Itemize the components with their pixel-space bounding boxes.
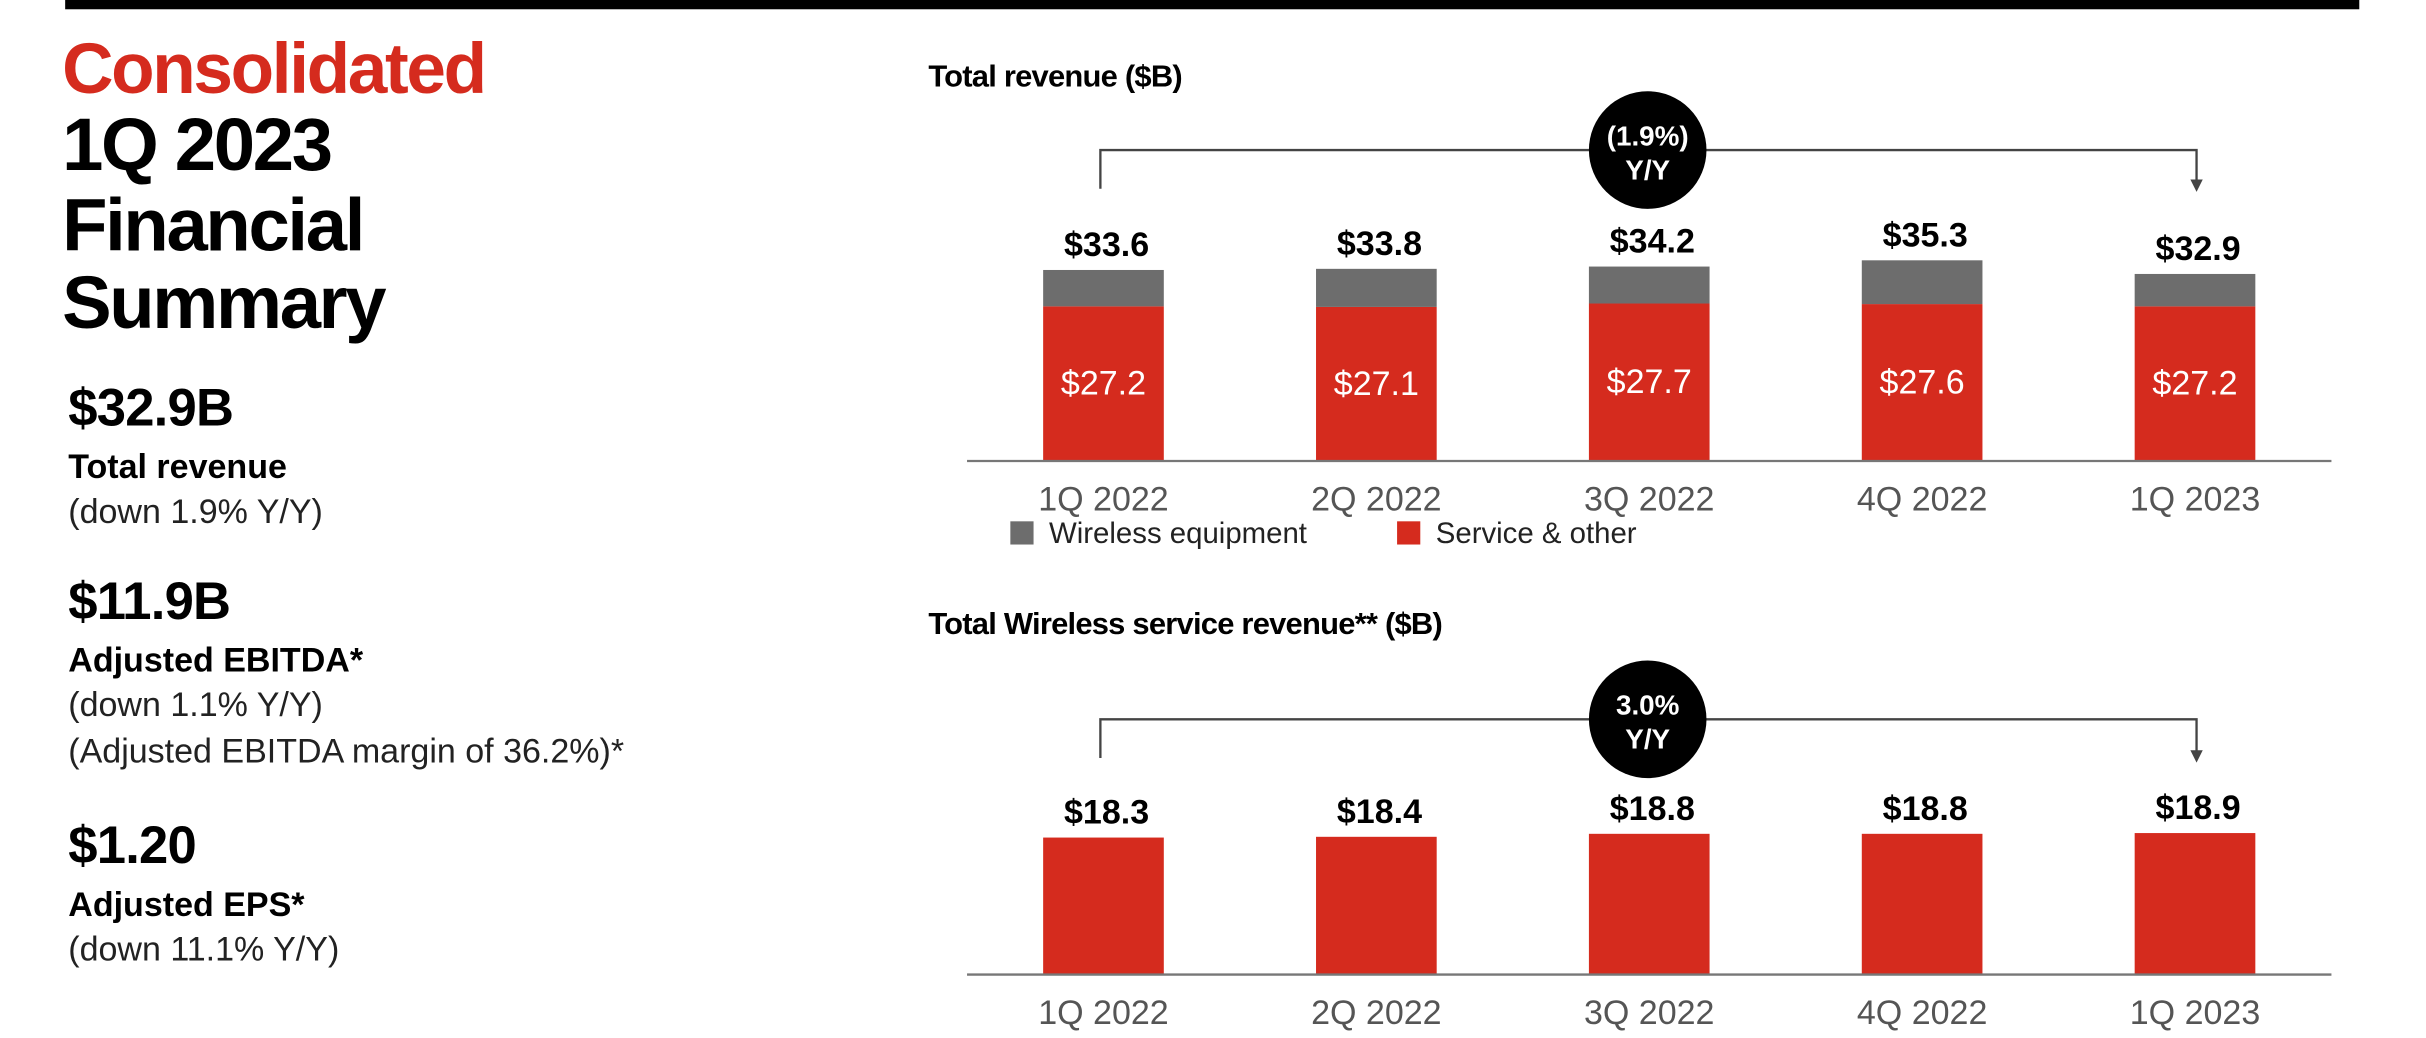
total-label: $33.8 bbox=[1337, 225, 1422, 263]
segment-label: $27.1 bbox=[1334, 365, 1419, 403]
bar bbox=[1588, 833, 1710, 975]
segment-label: $27.7 bbox=[1607, 363, 1692, 401]
bar-segment bbox=[2134, 273, 2256, 307]
bar-segment bbox=[1316, 268, 1437, 307]
x-tick-label: 3Q 2022 bbox=[1584, 994, 1715, 1032]
x-tick-label: 3Q 2022 bbox=[1584, 480, 1715, 518]
annotation-badge bbox=[1588, 91, 1707, 209]
annotation-text: Y/Y bbox=[1625, 724, 1670, 755]
x-tick-label: 1Q 2022 bbox=[1038, 480, 1168, 518]
top-rule bbox=[65, 0, 2360, 10]
bar-segment bbox=[1316, 306, 1437, 461]
summary-title: Summary bbox=[62, 261, 386, 344]
bar bbox=[1861, 833, 1983, 975]
metric-value: $32.9B bbox=[68, 378, 233, 437]
chart-title: Total revenue ($B) bbox=[928, 59, 1182, 94]
bracket-arrow bbox=[2190, 750, 2203, 763]
legend-swatch bbox=[1397, 521, 1421, 545]
x-tick-label: 1Q 2023 bbox=[2130, 994, 2261, 1032]
summary-title: 1Q 2023 bbox=[62, 103, 331, 186]
value-label: $18.3 bbox=[1064, 794, 1149, 832]
x-tick-label: 1Q 2023 bbox=[2130, 480, 2261, 518]
bar-segment bbox=[1861, 260, 1983, 305]
annotation-badge bbox=[1588, 660, 1707, 779]
metric-label: Adjusted EBITDA* bbox=[68, 641, 364, 679]
summary-title: Financial bbox=[62, 184, 363, 267]
value-label: $18.8 bbox=[1610, 790, 1695, 828]
bracket-arrow bbox=[2190, 179, 2203, 192]
annotation-text: 3.0% bbox=[1616, 690, 1680, 721]
chart-title: Total Wireless service revenue** ($B) bbox=[928, 606, 1442, 641]
metric-value: $11.9B bbox=[68, 572, 230, 631]
segment-label: $27.2 bbox=[1061, 365, 1146, 403]
metric-note: (down 11.1% Y/Y) bbox=[68, 931, 339, 969]
bar bbox=[1043, 837, 1164, 975]
metric-value: $1.20 bbox=[68, 816, 196, 875]
bar bbox=[2134, 833, 2256, 975]
metric-label: Total revenue bbox=[68, 448, 287, 486]
metric-label: Adjusted EPS* bbox=[68, 886, 305, 924]
bar-segment bbox=[1043, 269, 1164, 307]
x-tick-label: 4Q 2022 bbox=[1857, 480, 1988, 518]
bar-segment bbox=[1588, 303, 1710, 461]
bar-segment bbox=[1588, 266, 1710, 304]
summary-title: Consolidated bbox=[62, 30, 485, 109]
segment-label: $27.6 bbox=[1880, 363, 1965, 401]
bar-segment bbox=[2134, 306, 2256, 461]
total-label: $35.3 bbox=[1883, 216, 1968, 254]
x-tick-label: 4Q 2022 bbox=[1857, 994, 1988, 1032]
metric-note: (Adjusted EBITDA margin of 36.2%)* bbox=[68, 733, 624, 771]
total-label: $33.6 bbox=[1064, 226, 1149, 264]
annotation-text: (1.9%) bbox=[1607, 120, 1689, 151]
bar-segment bbox=[1861, 304, 1983, 461]
legend-label: Wireless equipment bbox=[1049, 517, 1307, 550]
metric-note: (down 1.9% Y/Y) bbox=[68, 493, 323, 531]
value-label: $18.8 bbox=[1883, 790, 1968, 828]
legend-swatch bbox=[1010, 521, 1034, 545]
legend-label: Service & other bbox=[1436, 517, 1637, 550]
annotation-text: Y/Y bbox=[1625, 154, 1670, 185]
x-tick-label: 2Q 2022 bbox=[1311, 994, 1442, 1032]
total-label: $34.2 bbox=[1610, 223, 1695, 261]
metric-note: (down 1.1% Y/Y) bbox=[68, 686, 323, 724]
x-tick-label: 2Q 2022 bbox=[1311, 480, 1442, 518]
bar bbox=[1316, 836, 1437, 975]
segment-label: $27.2 bbox=[2152, 365, 2237, 403]
x-tick-label: 1Q 2022 bbox=[1038, 994, 1168, 1032]
total-label: $32.9 bbox=[2156, 230, 2241, 268]
bar-segment bbox=[1043, 306, 1164, 461]
value-label: $18.4 bbox=[1337, 793, 1422, 831]
value-label: $18.9 bbox=[2156, 789, 2241, 827]
